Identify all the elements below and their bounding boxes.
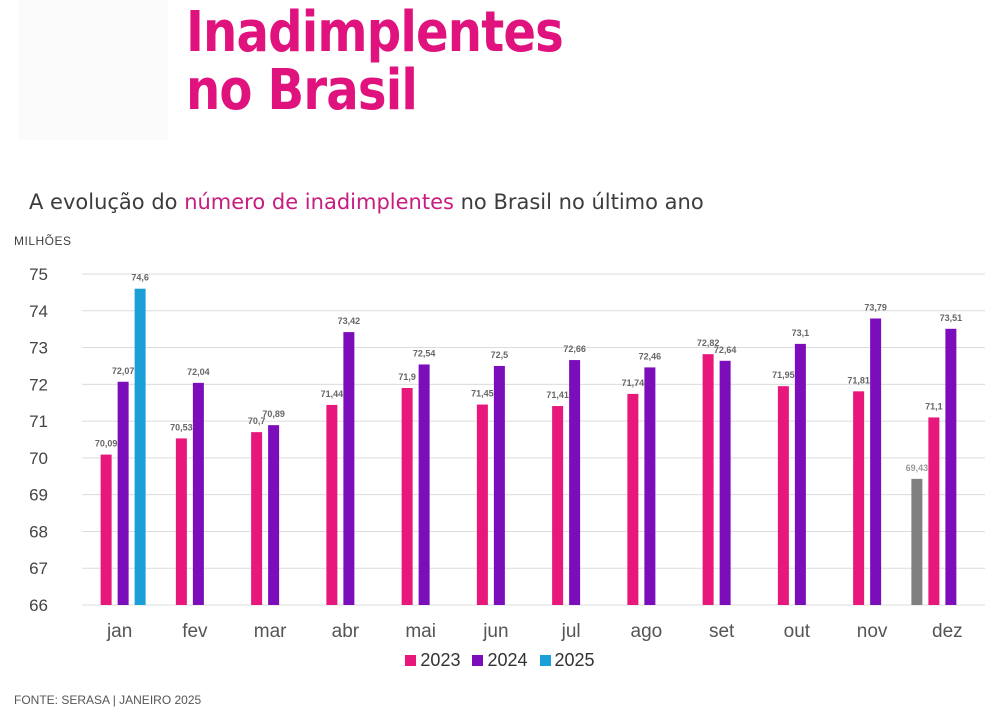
- y-tick-label: 73: [29, 339, 48, 358]
- x-tick-label-dez: dez: [932, 621, 963, 642]
- y-tick-label: 67: [29, 559, 48, 578]
- data-label-dez-2023: 71,1: [925, 401, 943, 411]
- data-label-mar-2024: 70,89: [262, 409, 285, 419]
- source-note: FONTE: SERASA | JANEIRO 2025: [14, 693, 202, 707]
- x-tick-label-set: set: [709, 621, 735, 642]
- bar-abr-2024: [343, 332, 355, 605]
- x-tick-label-jan: jan: [106, 621, 132, 642]
- bar-jul-2024: [569, 360, 581, 605]
- bar-fev-2024: [192, 382, 204, 605]
- title-line-2: no Brasil: [186, 58, 418, 123]
- x-tick-label-jun: jun: [482, 621, 508, 642]
- bar-ago-2024: [644, 367, 656, 605]
- bar-mar-2024: [268, 425, 280, 605]
- bar-fev-2023: [175, 438, 187, 605]
- data-label-out-2023: 71,95: [772, 370, 795, 380]
- bar-out-2023: [777, 386, 789, 605]
- bar-jun-2023: [476, 404, 488, 605]
- data-label-jun-2024: 72,5: [491, 350, 509, 360]
- x-tick-label-abr: abr: [332, 621, 360, 642]
- bar-nov-2023: [853, 391, 865, 605]
- legend-label: 2024: [487, 650, 528, 670]
- subtitle-prefix: A evolução do: [29, 190, 185, 214]
- subtitle-highlight: número de inadimplentes: [184, 190, 454, 214]
- data-label-nov-2024: 73,79: [864, 303, 887, 313]
- legend-item-2024: 2024: [472, 650, 528, 671]
- bar-jul-2023: [552, 406, 564, 605]
- legend-swatch: [539, 655, 551, 666]
- legend-item-2025: 2025: [539, 650, 595, 671]
- data-label-dez-extra: 69,43: [906, 463, 929, 473]
- bar-dez-extra: [911, 478, 923, 605]
- y-tick-label: 68: [29, 522, 48, 541]
- x-tick-label-mar: mar: [254, 621, 287, 642]
- x-tick-label-nov: nov: [857, 621, 888, 642]
- y-tick-label: 70: [29, 449, 48, 468]
- bar-out-2024: [794, 343, 806, 605]
- data-label-abr-2024: 73,42: [338, 316, 361, 326]
- page-title: Inadimplentes no Brasil: [186, 4, 564, 123]
- data-label-set-2023: 72,82: [697, 338, 720, 348]
- title-line-1: Inadimplentes: [186, 0, 564, 65]
- chart-legend: 2023 2024 2025: [0, 650, 1000, 671]
- legend-label: 2023: [420, 650, 461, 670]
- bar-jan-2024: [117, 381, 129, 605]
- y-tick-label: 74: [29, 302, 48, 321]
- bar-dez-2023: [928, 417, 940, 605]
- bar-mar-2023: [251, 432, 263, 605]
- data-label-abr-2023: 71,44: [321, 389, 344, 399]
- x-tick-label-jul: jul: [561, 621, 581, 642]
- data-label-jan-2024: 72,07: [112, 366, 135, 376]
- y-tick-label: 71: [29, 412, 48, 431]
- data-label-fev-2024: 72,04: [187, 367, 210, 377]
- x-tick-label-out: out: [784, 621, 811, 642]
- subtitle-suffix: no Brasil no último ano: [453, 190, 704, 214]
- legend-label: 2025: [554, 650, 595, 670]
- data-label-jul-2023: 71,41: [546, 390, 569, 400]
- bar-nov-2024: [870, 318, 882, 605]
- data-label-nov-2023: 71,81: [847, 375, 870, 385]
- y-tick-label: 72: [29, 375, 48, 394]
- y-tick-label: 66: [29, 596, 48, 615]
- bar-mai-2023: [401, 388, 413, 605]
- bar-jan-2025: [134, 288, 146, 605]
- data-label-ago-2024: 72,46: [639, 351, 662, 361]
- data-label-dez-2024: 73,51: [940, 313, 963, 323]
- data-label-out-2024: 73,1: [792, 328, 810, 338]
- chart-subtitle: A evolução do número de inadimplentes no…: [29, 190, 704, 214]
- y-tick-label: 75: [29, 265, 48, 284]
- x-tick-label-fev: fev: [182, 621, 208, 642]
- bar-abr-2023: [326, 404, 338, 605]
- bar-ago-2023: [627, 393, 639, 605]
- bar-jan-2023: [100, 454, 112, 605]
- y-axis-label: MILHÕES: [14, 234, 72, 248]
- bar-set-2023: [702, 354, 714, 605]
- data-label-jun-2023: 71,45: [471, 389, 494, 399]
- data-label-fev-2023: 70,53: [170, 422, 193, 432]
- data-label-mar-2023: 70,7: [248, 416, 266, 426]
- y-tick-label: 69: [29, 486, 48, 505]
- legend-swatch: [405, 655, 417, 666]
- legend-swatch: [472, 655, 484, 666]
- data-label-set-2024: 72,64: [714, 345, 737, 355]
- data-label-ago-2023: 71,74: [622, 378, 645, 388]
- bar-mai-2024: [418, 364, 430, 605]
- data-label-jan-2023: 70,09: [95, 439, 118, 449]
- data-label-jan-2025: 74,6: [131, 273, 149, 283]
- data-label-mai-2024: 72,54: [413, 348, 436, 358]
- bar-dez-2024: [945, 328, 957, 605]
- logo-area: [18, 0, 168, 140]
- bar-set-2024: [719, 360, 731, 605]
- bar-jun-2024: [493, 365, 505, 605]
- legend-item-2023: 2023: [405, 650, 460, 671]
- x-tick-label-mai: mai: [405, 621, 436, 642]
- data-label-jul-2024: 72,66: [563, 344, 586, 354]
- data-label-mai-2023: 71,9: [398, 372, 416, 382]
- x-tick-label-ago: ago: [631, 621, 663, 642]
